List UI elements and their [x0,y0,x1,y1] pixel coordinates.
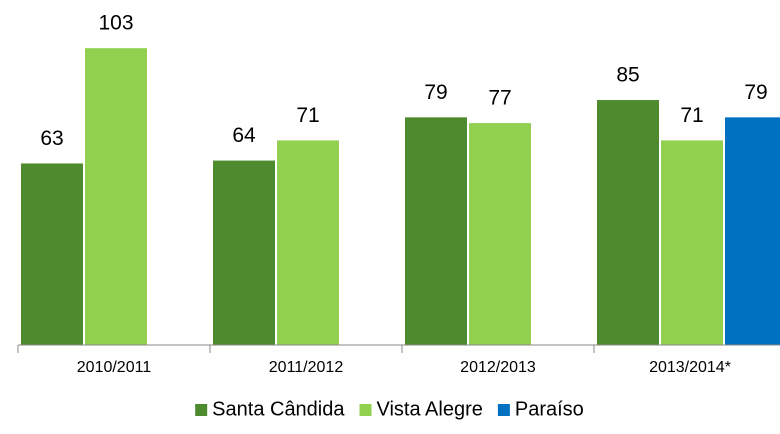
data-label: 71 [680,104,703,127]
data-label: 64 [232,124,256,147]
bar [725,117,780,345]
bar [469,123,531,345]
legend-label: Paraíso [515,398,584,420]
data-label: 103 [98,12,133,35]
bar [21,163,83,345]
x-tick-label: 2012/2013 [460,359,536,376]
data-label: 77 [488,87,511,110]
data-label: 79 [424,81,447,104]
bar [85,48,147,345]
legend-swatch [497,404,510,416]
bar [277,140,339,345]
bar [597,100,659,345]
legend-label: Vista Alegre [377,398,483,420]
data-label: 63 [40,127,63,150]
legend-swatch [359,404,372,416]
legend-swatch [195,404,208,416]
x-tick-label: 2011/2012 [269,359,344,376]
bar [661,140,723,345]
data-label: 79 [744,81,767,104]
data-label: 71 [296,104,319,127]
bar [405,117,467,345]
bar [213,160,275,345]
x-tick-label: 2013/2014* [649,359,731,376]
legend-label: Santa Cândida [212,398,345,420]
data-label: 85 [616,64,639,87]
x-tick-label: 2010/2011 [77,359,152,376]
